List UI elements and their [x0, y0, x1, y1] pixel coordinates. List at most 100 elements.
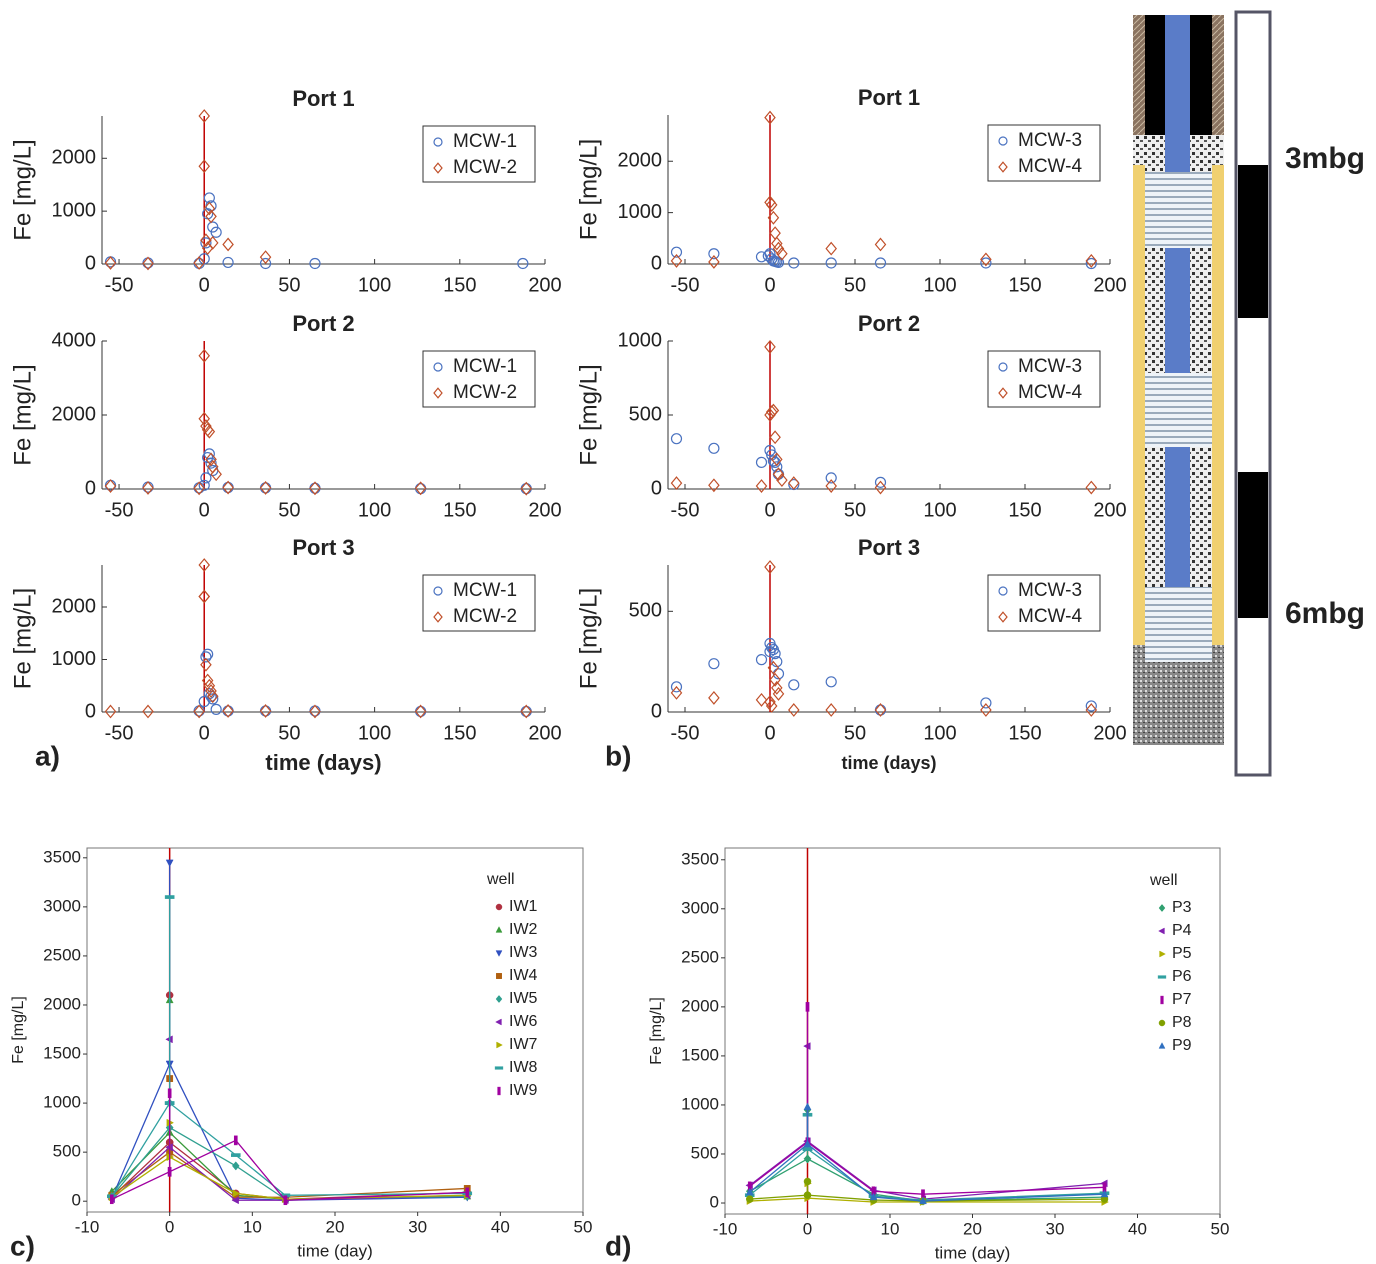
data-point	[803, 1139, 812, 1148]
data-point	[772, 256, 785, 269]
data-point	[670, 681, 683, 693]
data-point	[259, 482, 272, 494]
data-point	[708, 690, 720, 705]
data-point	[766, 641, 778, 654]
data-point	[198, 411, 211, 426]
depth-segment	[1238, 472, 1268, 618]
data-point	[520, 481, 533, 496]
y-tick-label: 1000	[52, 199, 97, 221]
data-point	[755, 479, 768, 493]
legend-label: IW3	[509, 944, 538, 961]
x-tick-label: -10	[713, 1219, 738, 1238]
x-tick-label: -50	[671, 722, 700, 744]
data-point	[233, 1135, 238, 1146]
y-tick-label: 1000	[681, 1094, 719, 1113]
x-tick-label: 200	[528, 722, 561, 744]
data-point	[205, 457, 217, 469]
data-point	[165, 859, 174, 868]
legend-label: MCW-4	[1018, 156, 1082, 177]
y-tick-label: 3000	[681, 898, 719, 917]
legend-marker	[496, 973, 502, 979]
data-point	[205, 684, 217, 698]
data-point	[414, 481, 427, 496]
series-line	[749, 1046, 1105, 1200]
legend-label: MCW-2	[453, 157, 517, 178]
data-point	[874, 237, 887, 252]
data-point	[520, 704, 533, 719]
data-point	[198, 109, 211, 123]
y-tick-label: 1000	[52, 648, 97, 670]
chart-title: Port 3	[292, 535, 354, 560]
legend-box	[987, 124, 1101, 182]
x-tick-label: 40	[491, 1217, 510, 1236]
legend-label: MCW-2	[453, 606, 517, 627]
data-point	[980, 703, 992, 717]
y-tick-label: 1000	[618, 201, 663, 223]
x-axis-label: time (days)	[841, 753, 936, 773]
data-point	[309, 257, 321, 270]
data-point	[776, 246, 788, 261]
y-tick-label: 0	[85, 477, 96, 499]
x-tick-label: -50	[671, 499, 700, 521]
legend-marker	[495, 903, 503, 911]
x-tick-label: 100	[923, 722, 956, 744]
data-point	[222, 481, 234, 494]
data-point	[207, 464, 219, 477]
data-point	[771, 236, 783, 251]
x-tick-label: 50	[278, 722, 300, 744]
series-line	[749, 1106, 1105, 1202]
data-point	[259, 250, 272, 265]
data-point	[231, 1196, 239, 1205]
data-point	[222, 256, 234, 269]
legend-marker	[496, 1041, 503, 1049]
depth-segment	[1238, 165, 1268, 318]
legend-label: P6	[1172, 968, 1192, 985]
data-point	[825, 676, 837, 688]
x-tick-label: 50	[844, 274, 866, 296]
data-point	[670, 685, 683, 700]
data-point	[198, 558, 211, 572]
x-tick-label: 100	[923, 499, 956, 521]
data-point	[874, 480, 887, 495]
legend-marker	[1160, 995, 1164, 1005]
data-point	[198, 348, 211, 363]
legend-marker	[1158, 1042, 1166, 1049]
data-point	[755, 692, 768, 707]
data-point	[414, 704, 427, 719]
x-tick-label: 200	[1093, 722, 1126, 744]
legend-marker	[1158, 927, 1165, 935]
data-point	[198, 589, 211, 604]
data-point	[825, 257, 837, 269]
legend-marker	[433, 137, 443, 147]
legend-label: P4	[1172, 922, 1192, 939]
legend-title: well	[486, 871, 515, 888]
data-point	[803, 1102, 812, 1110]
legend-box	[422, 350, 536, 408]
data-point	[803, 1154, 812, 1164]
well-schematic	[1133, 15, 1224, 745]
legend-marker	[1158, 904, 1166, 912]
x-tick-label: 100	[358, 722, 391, 744]
data-point	[231, 1161, 240, 1171]
chart-title: Port 2	[292, 311, 354, 336]
data-point	[764, 248, 776, 260]
legend-label: P9	[1172, 1037, 1192, 1054]
data-point	[167, 1088, 172, 1099]
data-point	[142, 480, 154, 495]
x-tick-label: 50	[844, 722, 866, 744]
legend-label: MCW-1	[453, 131, 517, 152]
legend-marker	[1157, 975, 1167, 979]
data-point	[1100, 1189, 1109, 1198]
legend-box	[987, 574, 1101, 632]
data-point	[772, 241, 785, 256]
legend-label: IW9	[509, 1082, 538, 1099]
y-axis-label: Fe [mg/L]	[9, 364, 36, 465]
legend-marker	[433, 387, 443, 399]
data-point	[802, 1147, 813, 1151]
legend-label: IW6	[509, 1013, 538, 1030]
chart-title: Port 1	[858, 85, 920, 110]
data-point	[210, 467, 222, 482]
panel-label: a)	[35, 740, 60, 771]
